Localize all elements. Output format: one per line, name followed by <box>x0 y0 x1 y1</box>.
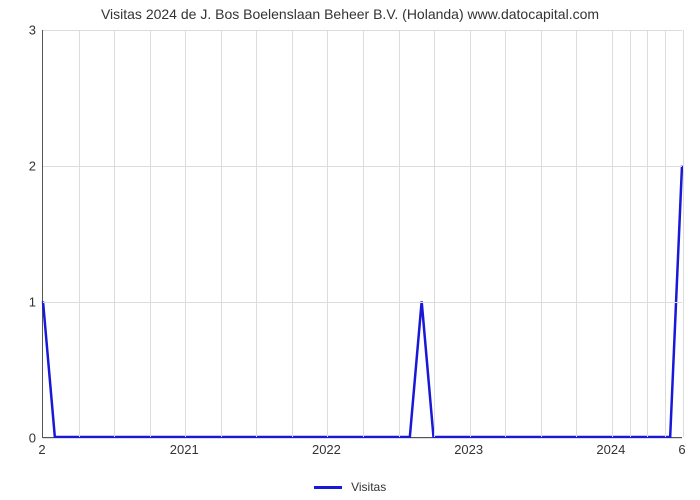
xtick-label: 2021 <box>170 442 199 457</box>
gridline-vertical-major <box>327 30 328 437</box>
chart-container: Visitas 2024 de J. Bos Boelenslaan Behee… <box>0 0 700 500</box>
gridline-vertical-minor <box>665 30 666 437</box>
gridline-vertical-minor <box>576 30 577 437</box>
gridline-vertical-minor <box>630 30 631 437</box>
gridline-vertical-major <box>470 30 471 437</box>
gridline-vertical-minor <box>363 30 364 437</box>
endpoint-label-start: 2 <box>38 442 45 457</box>
legend-label: Visitas <box>351 480 386 494</box>
gridline-vertical-minor <box>647 30 648 437</box>
gridline-vertical-minor <box>150 30 151 437</box>
ytick-label: 2 <box>6 159 36 174</box>
gridline-vertical-minor <box>505 30 506 437</box>
gridline-vertical-major <box>612 30 613 437</box>
gridline-vertical-minor <box>221 30 222 437</box>
gridline-vertical-minor <box>541 30 542 437</box>
gridline-vertical-minor <box>399 30 400 437</box>
gridline-horizontal <box>43 438 682 439</box>
gridline-vertical-minor <box>434 30 435 437</box>
gridline-vertical-minor <box>292 30 293 437</box>
gridline-vertical-major <box>185 30 186 437</box>
gridline-vertical-major <box>683 30 684 437</box>
chart-title: Visitas 2024 de J. Bos Boelenslaan Behee… <box>0 6 700 22</box>
xtick-label: 2024 <box>596 442 625 457</box>
xtick-label: 2022 <box>312 442 341 457</box>
legend-swatch <box>314 486 342 489</box>
gridline-vertical-minor <box>114 30 115 437</box>
endpoint-label-end: 6 <box>678 442 685 457</box>
xtick-label: 2023 <box>454 442 483 457</box>
ytick-label: 1 <box>6 295 36 310</box>
ytick-label: 0 <box>6 431 36 446</box>
legend: Visitas <box>0 480 700 494</box>
ytick-label: 3 <box>6 23 36 38</box>
gridline-vertical-minor <box>79 30 80 437</box>
gridline-vertical-minor <box>256 30 257 437</box>
plot-area <box>42 30 682 438</box>
